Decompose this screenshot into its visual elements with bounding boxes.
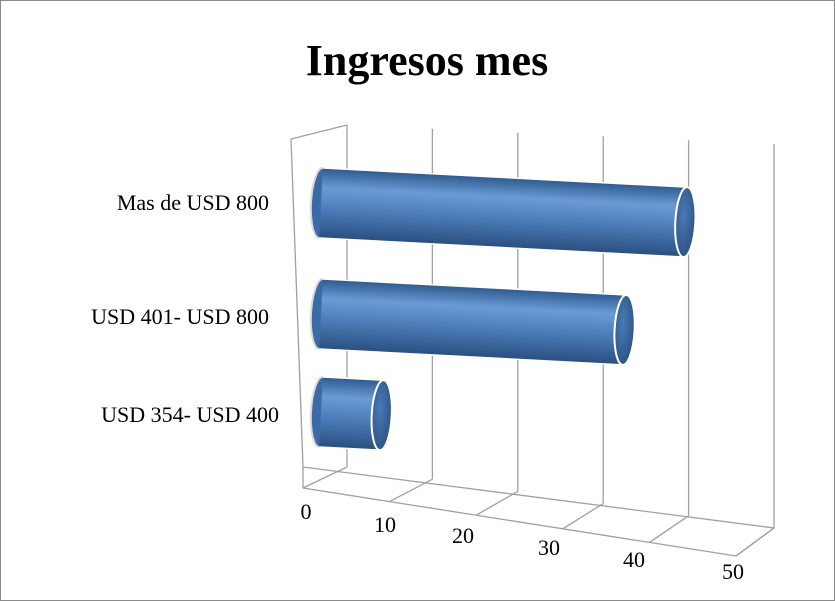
bar-cap-0: [674, 186, 697, 259]
category-label-layer: Mas de USD 800 USD 401- USD 800 USD 354- U…: [91, 190, 279, 427]
bar-cap-2: [370, 379, 393, 452]
floor-line-3: [562, 503, 604, 530]
x-tick-layer: 0 10 20 30 40 50: [301, 499, 745, 584]
left-wall-edge: [290, 138, 304, 468]
x-tick-label-2: 20: [452, 523, 474, 548]
x-tick-label-4: 40: [623, 547, 645, 572]
category-label-1: USD 401- USD 800: [91, 304, 269, 329]
chart-title: Ingresos mes: [306, 36, 548, 85]
floor-line-0: [302, 466, 348, 489]
floor-right-edge: [735, 527, 775, 557]
bar-cap-1: [613, 293, 636, 366]
floor-line-2: [475, 490, 519, 516]
category-label-2: USD 354- USD 400: [101, 402, 279, 427]
category-label-0: Mas de USD 800: [117, 190, 269, 215]
x-tick-label-1: 10: [374, 512, 396, 537]
x-tick-label-3: 30: [538, 535, 560, 560]
left-wall-top-edge: [290, 124, 348, 140]
bar-0: [309, 167, 697, 259]
x-tick-label-0: 0: [301, 499, 312, 524]
floor-line-4: [649, 515, 689, 543]
bar-layer: [309, 167, 697, 452]
bar-1: [309, 278, 636, 366]
x-tick-label-5: 50: [722, 559, 744, 584]
floor-front-edge: [302, 487, 737, 557]
bar-2: [309, 376, 393, 452]
floor-back-edge: [302, 466, 775, 529]
